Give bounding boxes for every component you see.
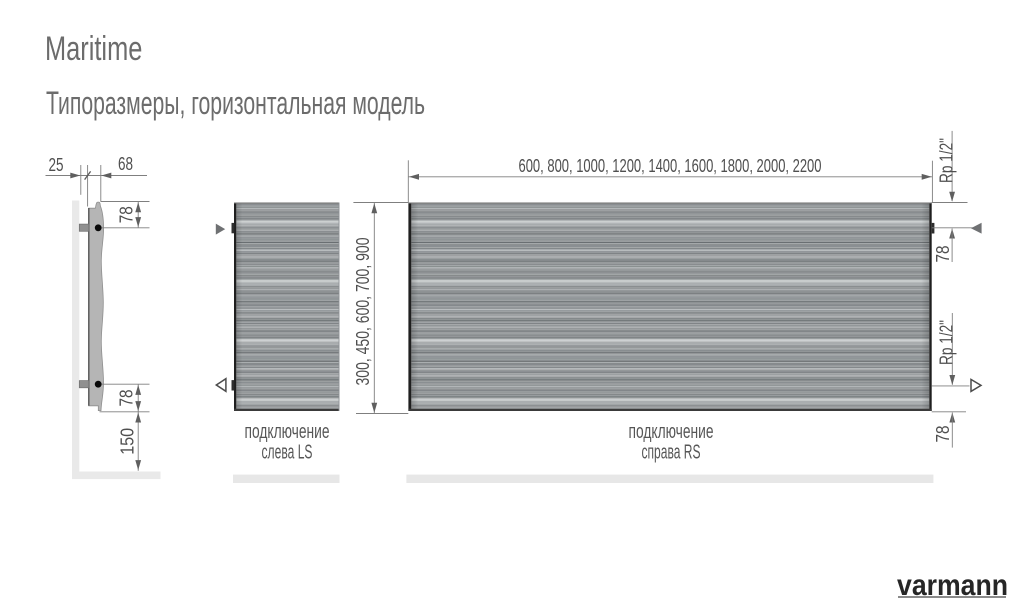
svg-text:подключение: подключение <box>629 421 714 443</box>
svg-text:150: 150 <box>117 428 137 455</box>
svg-text:300, 450, 600, 700, 900: 300, 450, 600, 700, 900 <box>353 238 373 386</box>
svg-text:68: 68 <box>118 154 133 174</box>
svg-text:справа RS: справа RS <box>642 442 701 464</box>
svg-text:слева LS: слева LS <box>262 442 313 464</box>
svg-text:25: 25 <box>49 155 64 175</box>
svg-text:Rp 1/2": Rp 1/2" <box>937 320 957 365</box>
svg-text:78: 78 <box>116 390 136 407</box>
svg-text:Rp 1/2": Rp 1/2" <box>936 138 956 183</box>
svg-text:78: 78 <box>116 206 136 223</box>
svg-text:78: 78 <box>933 246 953 263</box>
svg-text:600, 800, 1000, 1200, 1400, 16: 600, 800, 1000, 1200, 1400, 1600, 1800, … <box>519 156 822 176</box>
svg-text:78: 78 <box>933 426 953 443</box>
svg-text:подключение: подключение <box>245 421 330 443</box>
